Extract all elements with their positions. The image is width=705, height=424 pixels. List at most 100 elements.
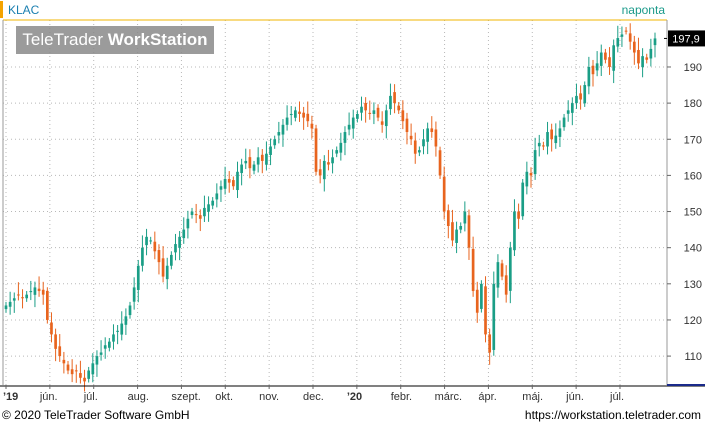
candle-body xyxy=(525,171,529,187)
candle-body xyxy=(70,369,74,375)
candle-body xyxy=(616,38,620,47)
candle-body xyxy=(434,129,438,147)
chart-area: 110 120 130 140 150 160 170 180 190 ’19 jún. júl. au… xyxy=(0,19,705,403)
candle-body xyxy=(624,30,628,32)
candle-body xyxy=(376,107,380,118)
candle-body xyxy=(99,352,103,355)
x-tick-label: márc. xyxy=(435,391,463,403)
candle-body xyxy=(384,110,388,127)
candle-body xyxy=(265,153,268,165)
candle-body xyxy=(558,128,562,137)
candle-body xyxy=(405,118,409,133)
candle-body xyxy=(409,135,413,140)
candle-body xyxy=(141,247,144,266)
frequency-label[interactable]: naponta xyxy=(621,3,665,17)
candle-body xyxy=(273,139,277,146)
candle-body xyxy=(463,211,467,224)
candle-body xyxy=(393,92,396,104)
candle-body xyxy=(492,283,496,350)
x-tick-label: aug. xyxy=(128,391,149,403)
candle-body xyxy=(521,182,525,217)
candles xyxy=(4,23,657,392)
candle-body xyxy=(331,157,334,164)
candle-body xyxy=(211,200,215,206)
source-url[interactable]: https://workstation.teletrader.com xyxy=(524,408,701,422)
candle-body xyxy=(285,117,289,125)
candle-body xyxy=(124,316,128,325)
candle-body xyxy=(33,287,37,295)
candle-body xyxy=(277,132,281,136)
x-tick-label: szept. xyxy=(171,391,200,403)
candle-body xyxy=(335,150,339,154)
candle-body xyxy=(83,377,86,382)
candle-body xyxy=(645,57,649,60)
candle-body xyxy=(298,111,301,114)
candle-body xyxy=(467,215,471,248)
candle-body xyxy=(529,173,533,176)
candle-body xyxy=(190,211,194,215)
x-tick-label: ’20 xyxy=(347,391,362,403)
candle-body xyxy=(294,110,297,118)
candle-body xyxy=(95,356,99,365)
candle-body xyxy=(50,322,53,335)
x-tick-label: jún. xyxy=(39,391,58,403)
candle-body xyxy=(21,297,24,299)
y-tick-label: 120 xyxy=(684,315,702,327)
candle-body xyxy=(620,34,624,37)
candle-body xyxy=(223,179,227,189)
candle-body xyxy=(570,103,574,113)
candle-body xyxy=(351,117,355,129)
candle-body xyxy=(289,113,293,116)
candle-body xyxy=(442,176,446,212)
ticker-symbol: KLAC xyxy=(8,3,40,17)
candle-body xyxy=(397,105,401,111)
candle-body xyxy=(62,359,66,364)
x-tick-label: júl. xyxy=(609,391,624,403)
candle-body xyxy=(260,154,264,161)
candle-body xyxy=(438,150,442,176)
x-tick-label: okt. xyxy=(215,391,233,403)
candle-body xyxy=(562,117,566,128)
candle-body xyxy=(566,110,570,114)
candle-body xyxy=(120,323,124,335)
candle-body xyxy=(306,113,310,122)
y-tick-label: 180 xyxy=(684,98,702,110)
y-tick-label: 190 xyxy=(684,62,702,74)
candle-body xyxy=(219,186,223,190)
candle-body xyxy=(87,370,91,379)
candle-body xyxy=(451,222,454,241)
candle-body xyxy=(504,275,508,295)
logo-text-bold: WorkStation xyxy=(107,30,208,49)
candle-body xyxy=(327,162,330,165)
candle-body xyxy=(103,345,107,349)
candle-body xyxy=(517,211,520,219)
candle-body xyxy=(252,164,256,171)
candle-body xyxy=(215,193,219,200)
candle-body xyxy=(587,66,591,87)
candle-body xyxy=(198,215,202,219)
candle-body xyxy=(612,45,616,71)
candle-body xyxy=(310,123,314,129)
candle-body xyxy=(66,364,70,371)
candle-body xyxy=(269,146,272,155)
candle-body xyxy=(401,110,405,122)
candle-body xyxy=(591,65,595,75)
candle-body xyxy=(653,38,657,46)
candle-body xyxy=(380,121,384,125)
x-tick-label: febr. xyxy=(391,391,412,403)
teletrader-logo: TeleTrader WorkStation xyxy=(16,26,214,54)
price-chart: 110 120 130 140 150 160 170 180 190 ’19 jún. júl. au… xyxy=(0,19,705,403)
candle-body xyxy=(91,363,95,375)
candle-body xyxy=(227,179,231,183)
candle-body xyxy=(54,334,57,349)
candle-body xyxy=(533,150,537,175)
candle-body xyxy=(4,305,8,310)
candle-body xyxy=(430,128,434,133)
candle-body xyxy=(248,157,252,169)
candle-body xyxy=(12,298,16,301)
candle-body xyxy=(372,110,376,114)
candle-body xyxy=(455,229,458,243)
symbol-accent-bar xyxy=(0,1,3,18)
candle-body xyxy=(29,291,33,293)
candle-body xyxy=(649,48,653,59)
